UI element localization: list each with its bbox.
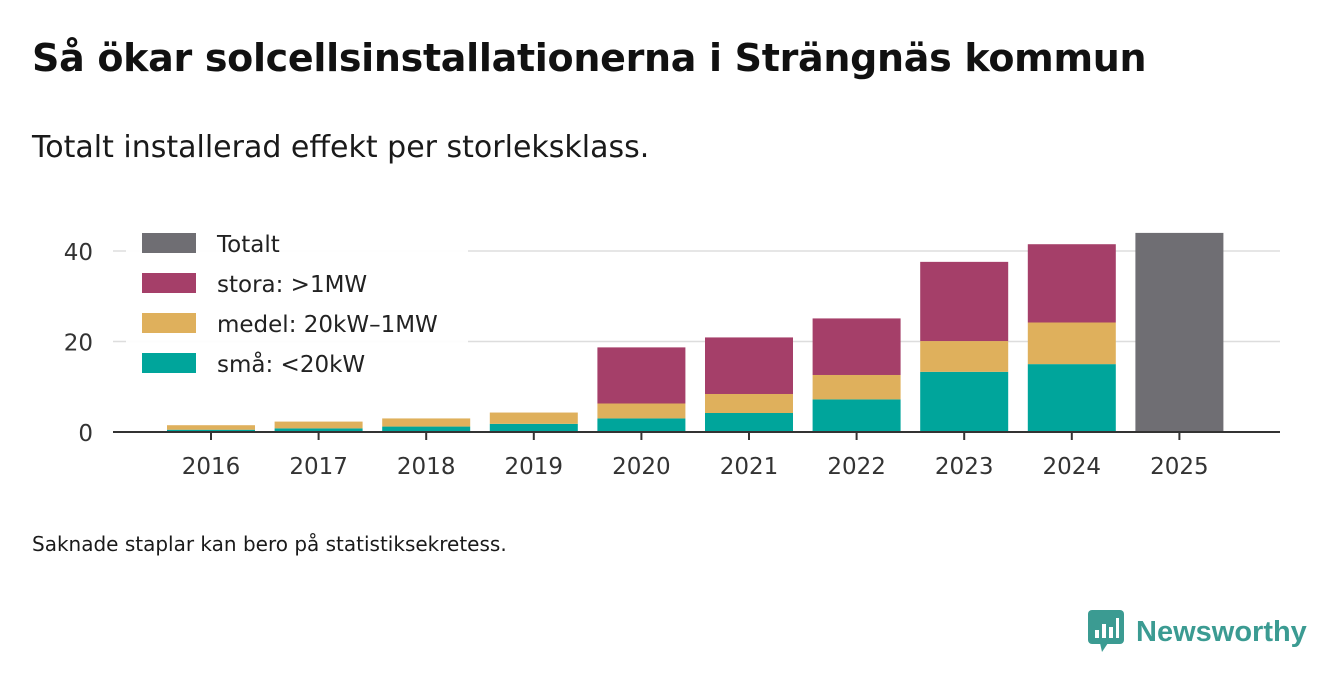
y-tick-label: 20 (64, 331, 93, 357)
bar-segment (274, 428, 363, 432)
bar-segment (705, 393, 793, 413)
newsworthy-logo-icon (1088, 610, 1124, 652)
brand-logo[interactable]: Newsworthy (1088, 610, 1307, 654)
legend-swatch (142, 313, 196, 333)
bar-segment (920, 261, 1009, 342)
bars (167, 232, 1224, 432)
x-tick-label: 2021 (720, 454, 779, 480)
x-tick-label: 2020 (612, 454, 671, 480)
bar-segment (705, 337, 793, 394)
bar-segment (597, 403, 686, 419)
x-tick-label: 2018 (397, 454, 456, 480)
bar-segment (489, 412, 578, 424)
bar-segment (812, 318, 901, 375)
y-tick-label: 0 (78, 421, 93, 447)
legend-swatch (142, 273, 196, 293)
legend-label: stora: >1MW (217, 272, 367, 298)
bar-segment (489, 423, 578, 432)
bar-segment (167, 425, 255, 430)
bar-segment (597, 347, 686, 404)
bar-segment (1027, 244, 1116, 323)
x-tick-label: 2024 (1043, 454, 1102, 480)
bar-segment (705, 412, 793, 432)
bar-segment (812, 399, 901, 432)
bar-segment (920, 371, 1009, 432)
bar-segment (382, 418, 471, 427)
bar-segment (1135, 232, 1224, 432)
y-axis-ticks: 0 20 40 (64, 240, 93, 447)
x-tick-label: 2017 (289, 454, 348, 480)
bar-segment (920, 341, 1009, 372)
bar-segment (167, 429, 255, 432)
bar-segment (597, 418, 686, 432)
chart-title: Så ökar solcellsinstallationerna i Strän… (32, 36, 1147, 80)
x-axis: 2016 2017 2018 2019 2020 2021 2022 2023 2024 2025 (113, 431, 1280, 480)
bar-segment (274, 421, 363, 429)
bar-segment (1027, 364, 1116, 432)
x-tick-label: 2016 (182, 454, 241, 480)
x-tick-label: 2019 (505, 454, 564, 480)
x-tick-label: 2023 (935, 454, 994, 480)
bar-segment (382, 426, 471, 432)
x-tick-label: 2025 (1150, 454, 1209, 480)
legend-label: små: <20kW (217, 350, 365, 378)
bar-segment (812, 374, 901, 400)
legend-label: medel: 20kW–1MW (217, 312, 438, 338)
x-tick-label: 2022 (827, 454, 886, 480)
footnote: Saknade staplar kan bero på statistiksek… (32, 532, 507, 556)
y-tick-label: 40 (64, 240, 93, 266)
legend: Totalt stora: >1MW medel: 20kW–1MW små: <20… (126, 222, 468, 384)
bar-segment (1027, 322, 1116, 365)
chart-subtitle: Totalt installerad effekt per storlekskl… (32, 130, 650, 165)
brand-name: Newsworthy (1136, 615, 1307, 648)
legend-label: Totalt (216, 232, 280, 258)
legend-swatch (142, 353, 196, 373)
legend-swatch (142, 233, 196, 253)
